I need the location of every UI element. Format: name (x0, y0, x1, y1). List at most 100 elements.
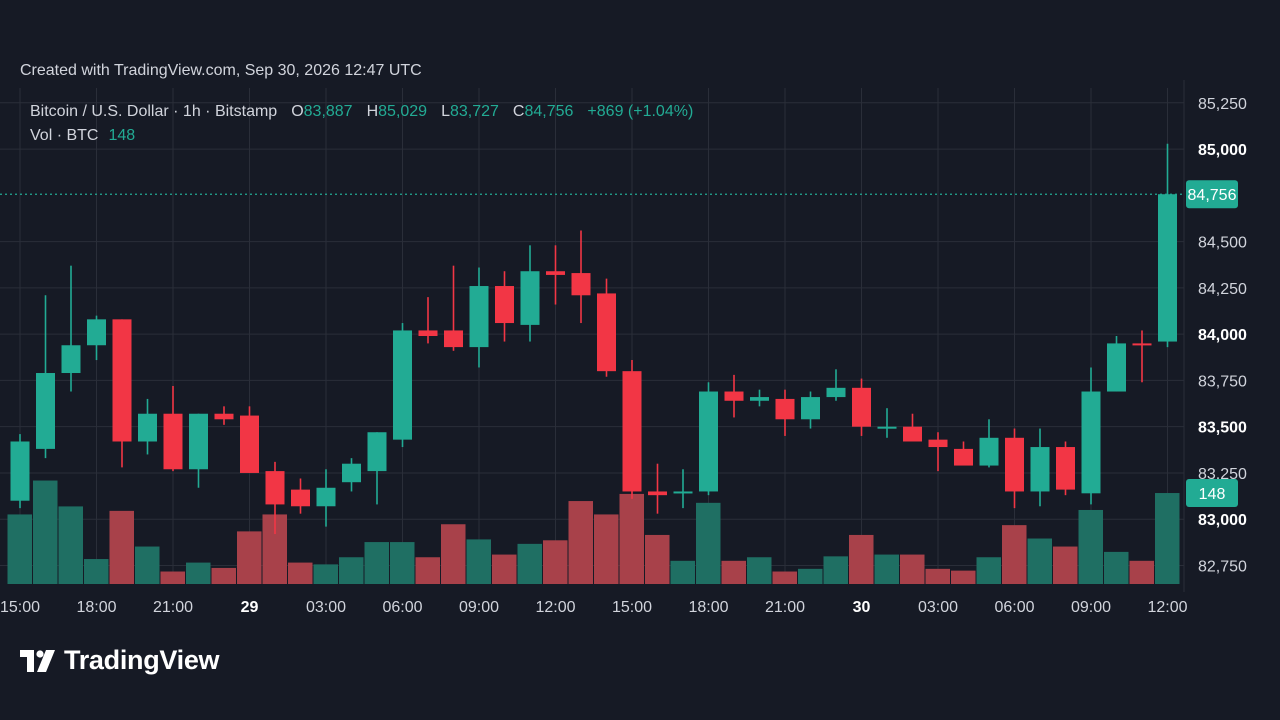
candle (342, 458, 361, 492)
candle (852, 378, 871, 436)
candle-body (367, 432, 387, 472)
candle (240, 406, 259, 473)
candle-body (265, 471, 285, 505)
candle (801, 391, 820, 429)
candle (1107, 336, 1126, 392)
candle (546, 245, 565, 305)
volume-bars (7, 480, 1180, 584)
ohlc-row: Bitcoin / U.S. Dollar · 1h · Bitstamp O83… (30, 100, 693, 124)
candle (673, 469, 693, 509)
candle-body (801, 397, 820, 420)
candle-body (138, 413, 157, 442)
volume-bar (211, 567, 236, 584)
candle (291, 478, 310, 514)
low-value: 83,727 (449, 103, 499, 120)
candle (1005, 428, 1024, 509)
candle-body (520, 271, 540, 325)
volume-bar (1155, 493, 1180, 584)
close-label: C (512, 103, 525, 120)
price-tick-label: 85,000 (1198, 142, 1247, 159)
candle (903, 413, 922, 442)
candle-body (393, 330, 412, 440)
volume-bar (1129, 560, 1154, 584)
volume-bar (696, 502, 721, 584)
candle-body (87, 319, 106, 346)
candle-body (1005, 437, 1024, 492)
candle (928, 432, 948, 472)
volume-row: Vol · BTC 148 (30, 124, 693, 148)
volume-bar (364, 542, 389, 584)
candle-body (1030, 447, 1050, 492)
volume-bar (492, 554, 517, 584)
candle-body (1132, 343, 1152, 346)
price-tick-label: 83,250 (1198, 466, 1247, 483)
candle (10, 434, 30, 509)
last-price-badge-label: 84,756 (1188, 187, 1237, 204)
volume-bar (900, 554, 925, 584)
time-tick-label: 03:00 (306, 599, 346, 616)
volume-bar (849, 534, 874, 584)
volume-bar (772, 571, 797, 584)
price-tick-label: 83,750 (1198, 373, 1247, 390)
candle (877, 408, 897, 438)
volume-bar (823, 556, 848, 584)
tradingview-logo[interactable]: TradingView (20, 645, 220, 676)
volume-bar (951, 570, 976, 584)
volume-bar (568, 501, 593, 584)
price-axis: 85,250 85,000 84,500 84,250 84,000 83,750 83,5… (1198, 96, 1247, 576)
volume-bar (747, 557, 772, 584)
volume-bar (84, 559, 109, 584)
volume-bar (721, 560, 746, 584)
volume-bar (543, 540, 568, 584)
time-tick-label: 12:00 (1147, 599, 1187, 616)
candle-body (495, 286, 514, 324)
time-tick-label: 09:00 (1071, 599, 1111, 616)
candle (469, 267, 489, 368)
candle-body (469, 286, 489, 348)
candle-body (316, 487, 336, 507)
candle-body (571, 273, 591, 296)
candle (265, 461, 285, 535)
volume-bar (109, 510, 134, 584)
candle-body (724, 391, 744, 401)
candle-body (10, 441, 30, 501)
candle (367, 432, 387, 505)
price-tick-label: 84,500 (1198, 235, 1247, 252)
volume-bar (237, 531, 262, 584)
candle-body (622, 371, 642, 492)
candle (36, 295, 55, 459)
candle (1158, 143, 1177, 348)
time-tick-label: 30 (853, 599, 871, 616)
axis-badges: 84,756 148 (1186, 180, 1238, 508)
volume-bar (186, 562, 211, 584)
volume-bar (390, 542, 415, 584)
time-tick-label: 21:00 (153, 599, 193, 616)
volume-bar (441, 524, 466, 584)
candle-body (648, 491, 667, 496)
symbol-label: Bitcoin / U.S. Dollar · 1h · Bitstamp (30, 103, 278, 120)
candle-body (112, 319, 132, 442)
time-tick-label: 15:00 (612, 599, 652, 616)
candle-body (699, 391, 718, 492)
candle-body (214, 413, 234, 420)
volume-bar (670, 560, 695, 584)
volume-bar (7, 514, 32, 584)
candle-body (979, 437, 999, 466)
volume-bar (33, 480, 58, 584)
volume-value: 148 (108, 127, 136, 144)
candle-body (189, 413, 208, 470)
candle (571, 230, 591, 324)
candle-body (36, 373, 55, 449)
candle (775, 389, 795, 436)
candle (699, 382, 718, 496)
open-value: 83,887 (303, 103, 353, 120)
price-tick-label: 83,000 (1198, 512, 1247, 529)
candle-body (750, 397, 769, 401)
high-label: H (366, 103, 379, 120)
chart-legend: Bitcoin / U.S. Dollar · 1h · Bitstamp O83… (30, 100, 693, 148)
candle (163, 385, 183, 472)
volume-bar (976, 557, 1001, 584)
candles (10, 143, 1177, 535)
price-tick-label: 84,250 (1198, 281, 1247, 298)
